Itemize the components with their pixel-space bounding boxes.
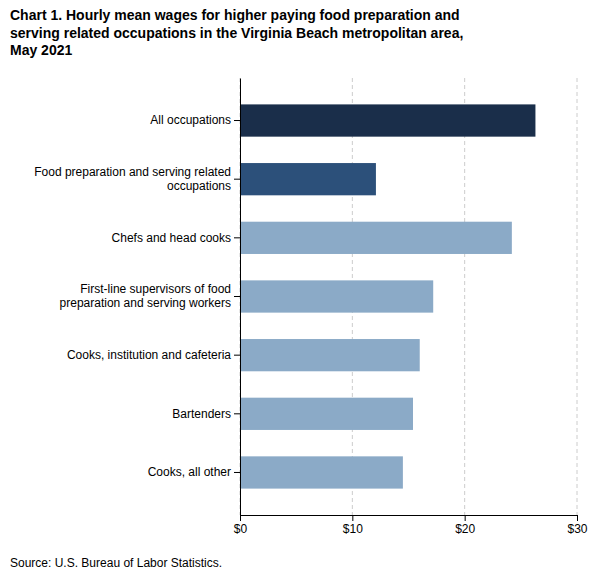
y-tick-label: Chefs and head cooks <box>112 231 231 245</box>
grid <box>240 78 577 515</box>
x-tick-mark <box>577 515 578 521</box>
annotation: Source: U.S. Bureau of Labor Statistics. <box>10 556 222 570</box>
y-tick-mark <box>234 237 240 238</box>
bars <box>240 104 535 488</box>
x-tick-mark <box>465 515 466 521</box>
y-tick-mark <box>234 179 240 180</box>
y-tick-label: First-line supervisors of foodpreparatio… <box>60 282 231 310</box>
x-axis: $0 $10 $20 $30 <box>234 515 588 536</box>
x-tick: $10 <box>343 515 363 536</box>
x-tick: $20 <box>455 515 475 536</box>
y-tick-mark <box>234 296 240 297</box>
x-tick-label: $20 <box>455 522 475 536</box>
y-tick: Cooks, institution and cafeteria <box>67 348 240 362</box>
plot: $0$10$20$30Cooks, all otherBartendersCoo… <box>34 78 588 536</box>
y-tick-label: Bartenders <box>172 407 231 421</box>
y-tick-label: Cooks, all other <box>148 465 231 479</box>
y-tick-label: Food preparation and serving relatedoccu… <box>34 165 231 193</box>
y-tick: All occupations <box>150 113 240 127</box>
chart: Chart 1. Hourly mean wages for higher pa… <box>0 0 601 577</box>
bar <box>240 104 535 136</box>
y-axis-line <box>240 79 241 516</box>
y-tick: Chefs and head cooks <box>112 231 240 245</box>
y-tick-label: Cooks, institution and cafeteria <box>67 348 231 362</box>
x-axis-line <box>241 516 578 522</box>
x-tick-mark <box>352 515 353 521</box>
y-tick-mark <box>234 472 240 473</box>
grid-line <box>577 78 578 515</box>
bar <box>240 222 512 254</box>
y-tick-mark <box>234 120 240 121</box>
y-tick: First-line supervisors of foodpreparatio… <box>60 282 240 310</box>
x-tick-label: $30 <box>567 522 587 536</box>
x-tick-label: $0 <box>234 522 248 536</box>
bar <box>240 456 403 488</box>
title: Chart 1. Hourly mean wages for higher pa… <box>10 7 463 58</box>
bar <box>240 163 376 195</box>
grid-line <box>464 78 465 515</box>
x-tick: $0 <box>234 515 248 536</box>
y-tick-label: All occupations <box>150 113 231 127</box>
bar <box>240 339 420 371</box>
bar <box>240 398 413 430</box>
bar <box>240 280 433 312</box>
x-tick: $30 <box>567 515 587 536</box>
y-axis: Cooks, all other Bartenders Cooks, institu… <box>34 79 240 516</box>
x-tick-mark <box>240 515 241 521</box>
y-tick: Cooks, all other <box>148 465 240 479</box>
y-tick-mark <box>234 355 240 356</box>
y-tick-mark <box>234 413 240 414</box>
y-tick: Food preparation and serving relatedoccu… <box>34 165 240 193</box>
x-tick-label: $10 <box>343 522 363 536</box>
y-tick: Bartenders <box>172 407 240 421</box>
